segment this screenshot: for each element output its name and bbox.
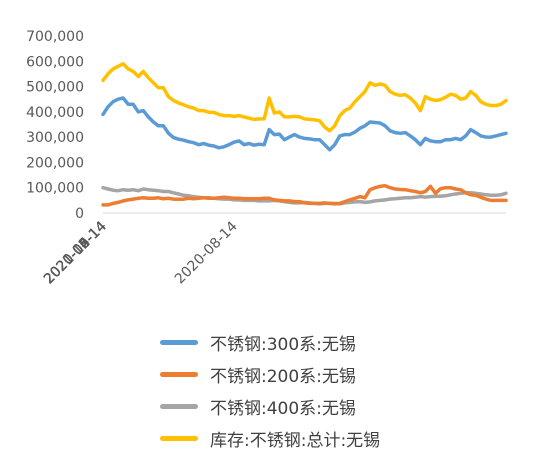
legend-label-400: 不锈钢:400系:无锡 [210,398,356,419]
series-line-3 [101,62,508,133]
y-tick-label: 200,000 [26,155,84,171]
legend-label-300: 不锈钢:300系:无锡 [210,334,356,355]
legend-swatch-300 [160,339,198,345]
legend-item-total[interactable]: 库存:不锈钢:总计:无锡 [160,422,380,454]
plot-area [101,62,508,207]
legend-label-total: 库存:不锈钢:总计:无锡 [210,430,381,451]
y-axis: 0 100,000 200,000 300,000 400,000 500,000 600,… [26,29,84,222]
x-tick-label: 2021-08-14 [41,218,110,287]
y-tick-label: 0 [75,206,84,222]
legend-label-200: 不锈钢:200系:无锡 [210,366,356,387]
legend-swatch-400 [160,403,198,409]
y-tick-label: 100,000 [26,181,84,197]
legend: 不锈钢:300系:无锡 不锈钢:200系:无锡 不锈钢:400系:无锡 库存:不… [160,326,380,454]
x-tick-label: 2020-08-14 [172,218,241,287]
y-tick-label: 600,000 [26,54,84,70]
legend-item-400[interactable]: 不锈钢:400系:无锡 [160,390,380,422]
chart: 0 100,000 200,000 300,000 400,000 500,000 600,… [26,29,508,287]
y-tick-label: 400,000 [26,105,84,121]
legend-item-300[interactable]: 不锈钢:300系:无锡 [160,326,380,358]
legend-swatch-200 [160,371,198,377]
series-line-0 [101,96,508,152]
y-tick-label: 500,000 [26,80,84,96]
legend-swatch-total [160,435,198,441]
series-line-1 [101,183,508,207]
y-tick-label: 300,000 [26,130,84,146]
y-tick-label: 700,000 [26,29,84,45]
legend-item-200[interactable]: 不锈钢:200系:无锡 [160,358,380,390]
